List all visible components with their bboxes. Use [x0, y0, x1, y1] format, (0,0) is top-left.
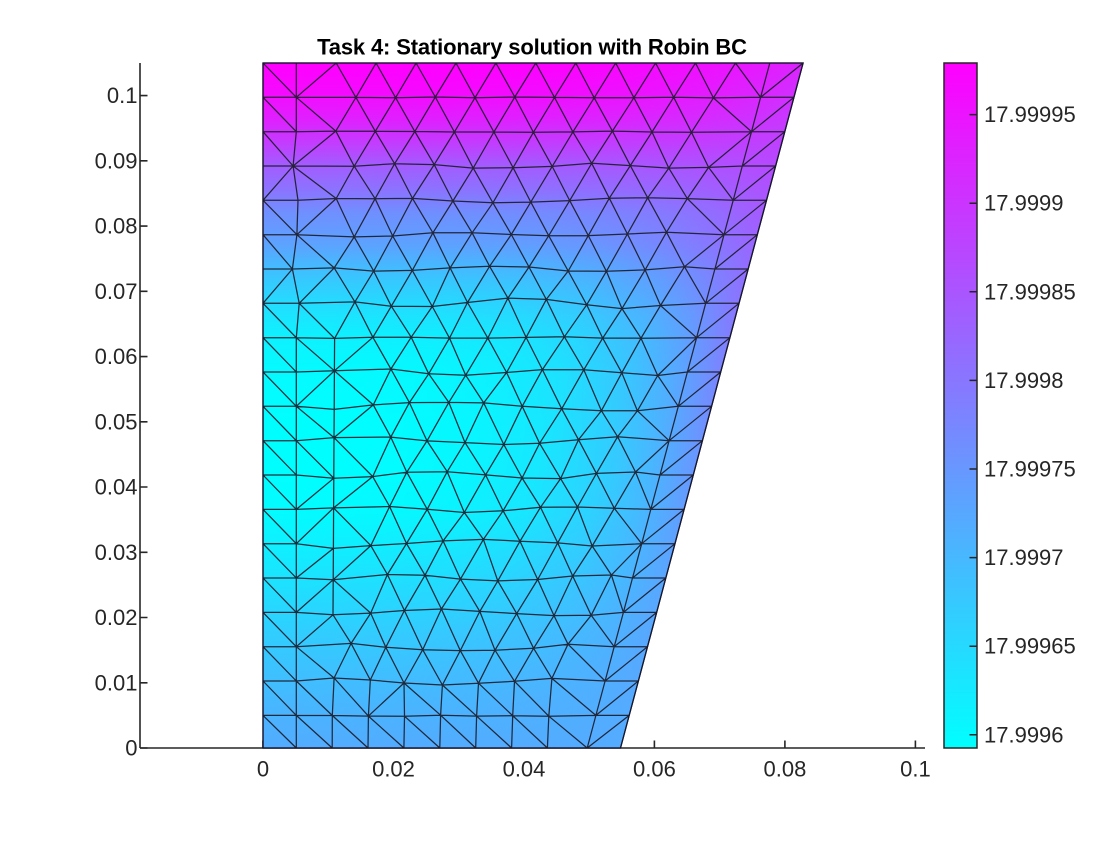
- svg-text:17.9996: 17.9996: [984, 722, 1064, 747]
- svg-text:17.99965: 17.99965: [984, 634, 1076, 659]
- svg-text:0.01: 0.01: [95, 670, 138, 695]
- svg-text:17.99975: 17.99975: [984, 457, 1076, 482]
- svg-text:0.07: 0.07: [95, 279, 138, 304]
- svg-text:0.03: 0.03: [95, 540, 138, 565]
- svg-text:0.08: 0.08: [763, 757, 806, 782]
- svg-text:0.04: 0.04: [503, 757, 546, 782]
- svg-text:0.1: 0.1: [900, 757, 931, 782]
- svg-text:17.9998: 17.9998: [984, 368, 1064, 393]
- svg-text:0.05: 0.05: [95, 409, 138, 434]
- svg-text:17.99985: 17.99985: [984, 279, 1076, 304]
- svg-text:0.08: 0.08: [95, 214, 138, 239]
- svg-text:0: 0: [257, 757, 269, 782]
- svg-text:0.06: 0.06: [633, 757, 676, 782]
- svg-text:17.99995: 17.99995: [984, 102, 1076, 127]
- svg-text:0.09: 0.09: [95, 148, 138, 173]
- svg-text:0.02: 0.02: [95, 605, 138, 630]
- svg-text:17.9999: 17.9999: [984, 191, 1064, 216]
- svg-text:0.06: 0.06: [95, 344, 138, 369]
- svg-text:Task 4: Stationary solution wi: Task 4: Stationary solution with Robin B…: [317, 35, 747, 60]
- svg-text:0.1: 0.1: [107, 83, 138, 108]
- svg-text:0: 0: [125, 736, 137, 761]
- svg-text:17.9997: 17.9997: [984, 545, 1064, 570]
- svg-text:0.02: 0.02: [372, 757, 415, 782]
- svg-text:0.04: 0.04: [95, 475, 138, 500]
